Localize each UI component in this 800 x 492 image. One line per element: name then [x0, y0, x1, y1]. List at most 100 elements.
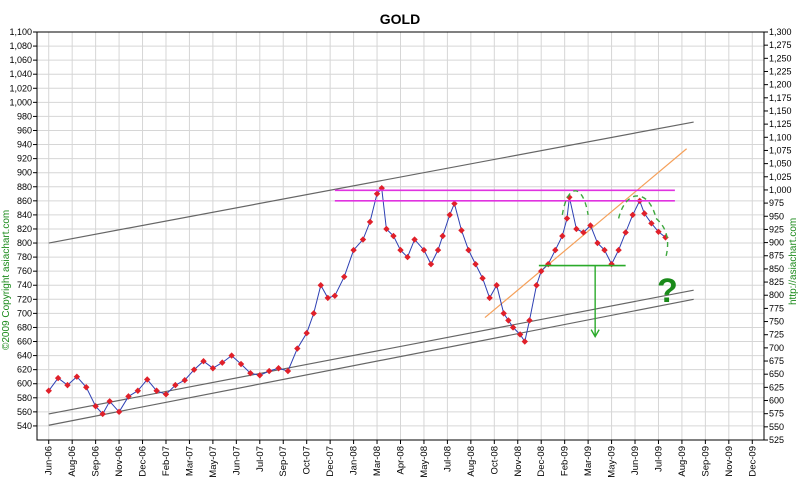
price-point — [324, 294, 331, 302]
x-tick-label: Aug-08 — [466, 446, 477, 477]
y-tick-label: 680 — [17, 322, 32, 332]
price-point — [505, 317, 512, 324]
price-point — [573, 225, 580, 233]
price-point — [390, 232, 397, 240]
y-tick-label: 640 — [17, 351, 32, 361]
x-tick-label: Sep-09 — [700, 446, 711, 477]
price-point — [200, 358, 207, 365]
y-tick-label: 580 — [17, 393, 32, 403]
price-point — [411, 236, 418, 243]
price-point — [622, 229, 629, 236]
y-tick-label: 840 — [17, 210, 32, 220]
x-tick-label: Dec-07 — [325, 446, 336, 477]
right-y-tick-label: 675 — [769, 356, 784, 366]
price-point — [331, 292, 339, 299]
x-tick-label: Mar-08 — [372, 446, 383, 476]
y-tick-label: 800 — [17, 238, 32, 248]
price-point — [350, 246, 357, 254]
price-point — [641, 210, 648, 217]
price-point — [521, 338, 528, 345]
x-tick-label: Dec-06 — [138, 446, 149, 477]
trendline — [48, 298, 694, 426]
price-point — [83, 384, 90, 391]
price-point — [134, 387, 142, 394]
right-y-tick-label: 800 — [769, 290, 784, 300]
price-point — [383, 225, 390, 233]
price-point — [73, 373, 81, 380]
right-y-tick-label: 775 — [769, 303, 784, 313]
x-tick-label: Nov-08 — [513, 446, 524, 477]
x-tick-label: Dec-09 — [747, 446, 758, 477]
x-tick-label: Jun-07 — [231, 446, 242, 475]
price-point — [284, 367, 292, 375]
head-shoulders-arc — [655, 217, 669, 259]
price-point — [219, 359, 226, 366]
y-tick-label: 920 — [17, 154, 32, 164]
price-point — [648, 220, 655, 227]
right-y-tick-label: 1,150 — [769, 106, 792, 116]
price-point — [493, 282, 500, 289]
price-point — [341, 273, 348, 280]
price-point — [294, 345, 301, 352]
right-y-tick-label: 950 — [769, 211, 784, 221]
right-y-tick-label: 975 — [769, 198, 784, 208]
y-tick-label: 540 — [17, 421, 32, 431]
price-point — [516, 331, 524, 338]
x-tick-label: Mar-09 — [583, 446, 594, 476]
price-point — [92, 403, 99, 410]
price-point — [500, 310, 507, 317]
plot-frame — [36, 31, 765, 441]
price-point — [310, 310, 317, 317]
right-y-tick-label: 1,075 — [769, 145, 792, 155]
trendline — [48, 121, 694, 244]
price-point — [106, 398, 113, 405]
right-y-tick-label: 825 — [769, 277, 784, 287]
price-point — [153, 387, 160, 394]
y-tick-label: 620 — [17, 365, 32, 375]
price-point — [662, 234, 669, 241]
right-y-tick-label: 1,100 — [769, 132, 792, 142]
price-point — [629, 211, 636, 219]
right-y-tick-label: 625 — [769, 382, 784, 392]
x-axis: Jun-06 Aug-06 Sep-06 Nov-06 Dec-06 Feb-07 Mar-… — [44, 440, 758, 478]
price-point — [451, 200, 458, 207]
price-point — [209, 365, 217, 372]
y-tick-label: 1,060 — [9, 55, 32, 65]
x-tick-label: Aug-06 — [67, 446, 78, 477]
price-point — [397, 246, 404, 254]
y-tick-label: 880 — [17, 182, 32, 192]
price-point — [256, 372, 263, 379]
price-point — [181, 377, 188, 384]
price-point — [559, 232, 566, 240]
x-tick-label: Sep-07 — [278, 446, 289, 477]
copyright-label: ©2009 Copyright asiachart.com — [1, 210, 12, 350]
price-point — [533, 282, 540, 289]
y-tick-label: 1,080 — [9, 41, 32, 51]
y-tick-label: 780 — [17, 252, 32, 262]
price-point — [580, 229, 587, 236]
x-tick-label: Sep-06 — [91, 446, 102, 477]
x-tick-label: Mar-07 — [184, 446, 195, 476]
price-point — [144, 376, 151, 383]
price-point — [545, 260, 552, 268]
x-tick-label: Apr-08 — [396, 446, 407, 475]
price-point — [237, 360, 245, 368]
price-point — [563, 215, 571, 222]
price-point — [359, 236, 367, 243]
head-shoulders-arc — [561, 190, 589, 216]
y-tick-label: 560 — [17, 407, 32, 417]
x-tick-label: Jul-09 — [653, 446, 664, 472]
right-y-tick-label: 725 — [769, 330, 784, 340]
x-tick-label: May-08 — [419, 446, 430, 478]
target-arrow-head — [590, 329, 600, 339]
right-y-tick-label: 1,225 — [769, 66, 792, 76]
right-y-tick-label: 1,125 — [769, 119, 792, 129]
price-point — [317, 282, 324, 289]
right-y-tick-label: 575 — [769, 409, 784, 419]
price-point — [265, 367, 273, 375]
right-y-tick-label: 550 — [769, 422, 784, 432]
annotations — [334, 189, 675, 339]
price-point — [54, 374, 62, 382]
price-point — [64, 381, 71, 389]
price-series — [45, 184, 669, 418]
